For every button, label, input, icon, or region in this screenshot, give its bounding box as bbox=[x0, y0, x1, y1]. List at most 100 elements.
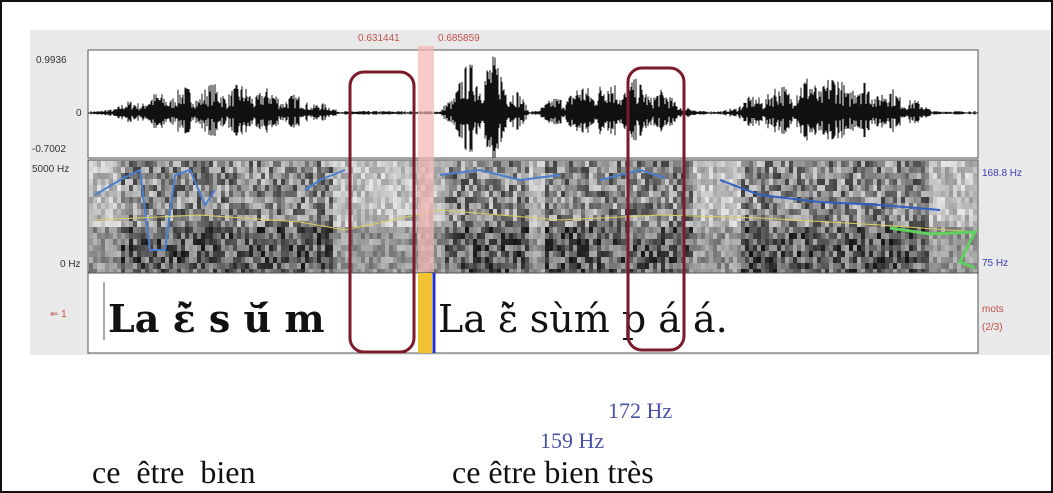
spec-cell bbox=[733, 173, 737, 179]
spec-cell bbox=[709, 239, 713, 245]
spec-cell bbox=[113, 197, 117, 203]
spec-cell bbox=[637, 233, 641, 239]
spec-cell bbox=[917, 173, 921, 179]
spec-cell bbox=[737, 197, 741, 203]
spec-cell bbox=[893, 257, 897, 263]
spec-cell bbox=[533, 239, 537, 245]
spec-cell bbox=[633, 209, 637, 215]
spec-cell bbox=[521, 203, 525, 209]
spec-cell bbox=[397, 215, 401, 221]
spec-cell bbox=[873, 179, 877, 185]
spec-cell bbox=[253, 161, 257, 167]
spec-cell bbox=[941, 173, 945, 179]
spec-cell bbox=[949, 203, 953, 209]
spec-cell bbox=[653, 245, 657, 251]
spec-cell bbox=[861, 269, 865, 275]
spec-cell bbox=[849, 233, 853, 239]
spec-cell bbox=[469, 167, 473, 173]
spec-cell bbox=[205, 209, 209, 215]
spec-cell bbox=[945, 185, 949, 191]
spec-cell bbox=[133, 245, 137, 251]
spec-cell bbox=[389, 227, 393, 233]
spec-cell bbox=[225, 161, 229, 167]
spec-cell bbox=[697, 257, 701, 263]
spec-cell bbox=[973, 173, 977, 179]
spec-cell bbox=[401, 191, 405, 197]
spec-cell bbox=[389, 185, 393, 191]
spec-cell bbox=[209, 263, 213, 269]
spec-cell bbox=[709, 269, 713, 275]
spec-cell bbox=[297, 257, 301, 263]
spec-cell bbox=[157, 167, 161, 173]
spec-cell bbox=[853, 227, 857, 233]
spec-cell bbox=[541, 161, 545, 167]
spec-cell bbox=[593, 161, 597, 167]
spec-cell bbox=[929, 161, 933, 167]
spec-cell bbox=[873, 227, 877, 233]
spec-cell bbox=[361, 239, 365, 245]
spec-cell bbox=[737, 215, 741, 221]
spec-cell bbox=[733, 239, 737, 245]
spec-cell bbox=[873, 257, 877, 263]
spec-cell bbox=[665, 257, 669, 263]
spec-cell bbox=[269, 191, 273, 197]
spec-cell bbox=[773, 233, 777, 239]
spec-cell bbox=[569, 185, 573, 191]
spec-cell bbox=[345, 239, 349, 245]
spec-cell bbox=[285, 251, 289, 257]
spec-cell bbox=[969, 173, 973, 179]
spec-cell bbox=[597, 239, 601, 245]
spec-cell bbox=[133, 191, 137, 197]
spec-cell bbox=[149, 251, 153, 257]
spec-cell bbox=[909, 197, 913, 203]
spec-cell bbox=[621, 209, 625, 215]
spec-cell bbox=[829, 185, 833, 191]
spec-cell bbox=[441, 227, 445, 233]
spec-cell bbox=[577, 251, 581, 257]
spec-cell bbox=[661, 251, 665, 257]
spec-cell bbox=[249, 251, 253, 257]
spec-cell bbox=[185, 263, 189, 269]
spec-cell bbox=[373, 251, 377, 257]
spec-cell bbox=[153, 209, 157, 215]
spec-cell bbox=[629, 263, 633, 269]
spec-cell bbox=[293, 209, 297, 215]
spec-cell bbox=[641, 251, 645, 257]
spec-cell bbox=[197, 209, 201, 215]
spec-cell bbox=[897, 221, 901, 227]
spec-cell bbox=[729, 239, 733, 245]
spec-cell bbox=[461, 203, 465, 209]
spec-cell bbox=[765, 173, 769, 179]
spec-cell bbox=[705, 239, 709, 245]
spec-cell bbox=[829, 215, 833, 221]
spec-cell bbox=[745, 161, 749, 167]
spec-cell bbox=[669, 227, 673, 233]
spec-cell bbox=[869, 263, 873, 269]
spec-cell bbox=[637, 263, 641, 269]
spec-cell bbox=[313, 245, 317, 251]
spec-cell bbox=[661, 203, 665, 209]
spec-cell bbox=[661, 257, 665, 263]
spec-cell bbox=[813, 251, 817, 257]
spec-cell bbox=[101, 173, 105, 179]
spec-cell bbox=[493, 167, 497, 173]
spec-cell bbox=[89, 251, 93, 257]
spec-cell bbox=[185, 227, 189, 233]
spec-cell bbox=[893, 263, 897, 269]
spec-cell bbox=[649, 209, 653, 215]
spec-cell bbox=[285, 245, 289, 251]
spec-cell bbox=[597, 263, 601, 269]
spec-cell bbox=[529, 179, 533, 185]
spec-cell bbox=[117, 215, 121, 221]
spec-cell bbox=[837, 161, 841, 167]
spec-cell bbox=[917, 221, 921, 227]
spec-cell bbox=[97, 233, 101, 239]
spec-cell bbox=[401, 209, 405, 215]
spec-cell bbox=[393, 251, 397, 257]
spec-cell bbox=[757, 179, 761, 185]
spec-cell bbox=[149, 191, 153, 197]
spec-cell bbox=[953, 179, 957, 185]
spec-cell bbox=[409, 263, 413, 269]
spec-cell bbox=[797, 191, 801, 197]
spec-cell bbox=[721, 269, 725, 275]
